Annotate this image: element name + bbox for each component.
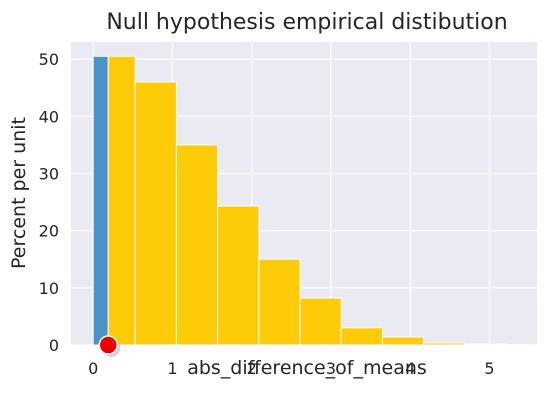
y-tick-label: 40	[39, 107, 59, 126]
histogram-bars	[92, 55, 530, 346]
y-tick-label: 30	[39, 164, 59, 183]
bar-yellow	[217, 205, 260, 346]
observed-statistic-point	[98, 335, 118, 355]
x-axis-ticks: 0 1 2 3 4 5	[88, 359, 494, 378]
x-tick-label: 0	[88, 359, 98, 378]
bar-yellow	[464, 343, 507, 346]
bar-blue	[92, 55, 109, 346]
bar-yellow	[107, 55, 136, 346]
bar-yellow	[134, 81, 177, 346]
x-tick-label: 4	[405, 359, 415, 378]
y-tick-label: 50	[39, 50, 59, 69]
x-tick-label: 2	[247, 359, 257, 378]
bar-yellow	[258, 258, 301, 346]
y-tick-label: 20	[39, 222, 59, 241]
bar-yellow	[340, 327, 383, 346]
y-tick-label: 10	[39, 279, 59, 298]
observed-value-marker	[98, 335, 121, 357]
x-tick-label: 1	[167, 359, 177, 378]
y-axis-label: Percent per unit	[8, 117, 30, 269]
bar-yellow	[381, 336, 425, 346]
x-tick-label: 3	[326, 359, 336, 378]
x-tick-label: 5	[484, 359, 494, 378]
x-axis-label: abs_difference_of_means	[187, 357, 427, 379]
bar-yellow	[299, 297, 342, 346]
chart-title: Null hypothesis empirical distibution	[106, 10, 507, 35]
y-tick-label: 0	[49, 336, 59, 355]
bar-yellow	[423, 342, 466, 346]
bar-yellow	[175, 144, 219, 346]
y-axis-ticks: 0 10 20 30 40 50	[39, 50, 59, 355]
